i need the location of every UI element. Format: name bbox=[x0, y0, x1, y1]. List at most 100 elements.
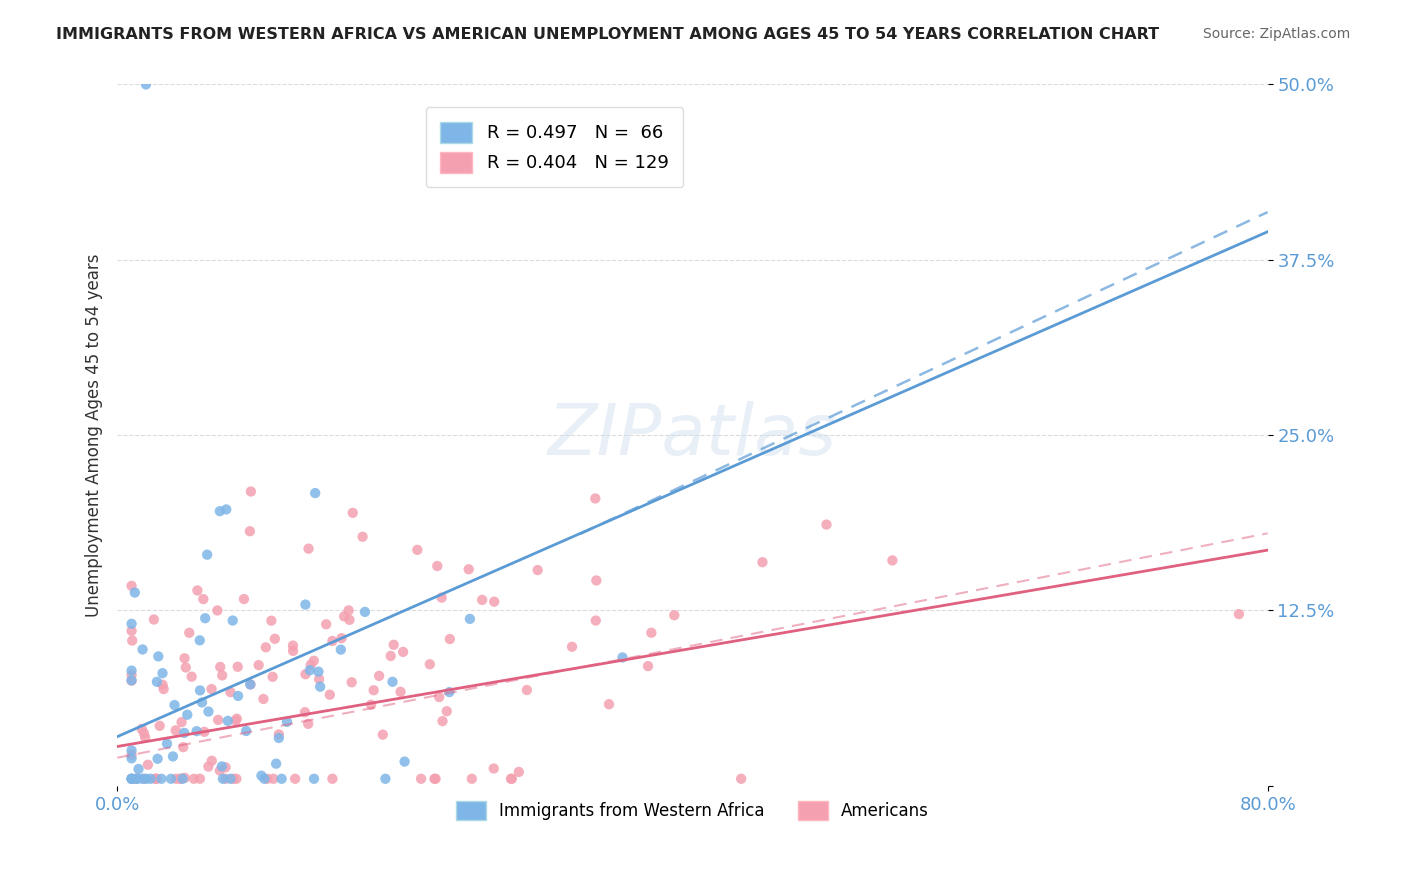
Point bbox=[439, 632, 461, 646]
Point bbox=[730, 772, 752, 786]
Point bbox=[165, 723, 187, 738]
Point bbox=[252, 692, 274, 706]
Point bbox=[212, 772, 235, 786]
Point bbox=[121, 751, 143, 765]
Point bbox=[294, 667, 316, 681]
Point bbox=[132, 772, 155, 786]
Point bbox=[262, 670, 284, 684]
Point bbox=[371, 728, 394, 742]
Point bbox=[174, 660, 197, 674]
Point bbox=[134, 731, 156, 745]
Point bbox=[145, 772, 167, 786]
Point bbox=[333, 609, 356, 624]
Point bbox=[319, 688, 342, 702]
Point bbox=[219, 685, 242, 699]
Point bbox=[308, 672, 330, 686]
Point bbox=[276, 714, 298, 729]
Point bbox=[239, 677, 262, 691]
Point bbox=[124, 585, 146, 599]
Point bbox=[439, 685, 461, 699]
Point bbox=[260, 614, 283, 628]
Point bbox=[299, 657, 322, 672]
Point bbox=[337, 603, 360, 617]
Point bbox=[148, 649, 170, 664]
Point bbox=[294, 598, 316, 612]
Point bbox=[121, 772, 143, 786]
Point bbox=[262, 772, 284, 786]
Point bbox=[162, 749, 184, 764]
Point bbox=[329, 642, 352, 657]
Point bbox=[294, 705, 316, 719]
Point bbox=[482, 595, 505, 609]
Point bbox=[139, 772, 162, 786]
Point bbox=[188, 683, 211, 698]
Point bbox=[270, 772, 292, 786]
Point bbox=[482, 762, 505, 776]
Point bbox=[637, 659, 659, 673]
Point bbox=[125, 772, 148, 786]
Point bbox=[186, 583, 208, 598]
Point bbox=[226, 659, 249, 673]
Point bbox=[360, 698, 382, 712]
Point bbox=[121, 616, 143, 631]
Point bbox=[121, 772, 143, 786]
Y-axis label: Unemployment Among Ages 45 to 54 years: Unemployment Among Ages 45 to 54 years bbox=[86, 253, 103, 617]
Point bbox=[640, 625, 662, 640]
Point bbox=[419, 657, 441, 672]
Point bbox=[219, 772, 242, 786]
Point bbox=[176, 707, 198, 722]
Point bbox=[516, 683, 538, 698]
Point bbox=[612, 650, 634, 665]
Point bbox=[430, 591, 453, 605]
Point bbox=[135, 78, 157, 92]
Point bbox=[200, 681, 222, 696]
Point bbox=[501, 772, 523, 786]
Point bbox=[233, 592, 256, 607]
Point bbox=[339, 613, 361, 627]
Point bbox=[321, 772, 343, 786]
Point bbox=[193, 592, 215, 607]
Point bbox=[121, 673, 143, 688]
Point bbox=[197, 705, 219, 719]
Text: Source: ZipAtlas.com: Source: ZipAtlas.com bbox=[1202, 27, 1350, 41]
Point bbox=[267, 727, 290, 741]
Point bbox=[125, 772, 148, 786]
Point bbox=[330, 631, 353, 645]
Point bbox=[254, 640, 277, 655]
Legend: Immigrants from Western Africa, Americans: Immigrants from Western Africa, American… bbox=[443, 788, 942, 833]
Point bbox=[225, 712, 247, 726]
Point bbox=[135, 772, 157, 786]
Point bbox=[340, 675, 363, 690]
Point bbox=[214, 760, 236, 774]
Point bbox=[461, 772, 484, 786]
Point bbox=[309, 680, 332, 694]
Point bbox=[121, 772, 143, 786]
Point bbox=[239, 524, 262, 539]
Point bbox=[354, 605, 377, 619]
Point bbox=[217, 714, 239, 728]
Point bbox=[201, 754, 224, 768]
Point bbox=[121, 633, 143, 648]
Point bbox=[132, 772, 155, 786]
Point bbox=[284, 772, 307, 786]
Point bbox=[664, 608, 686, 623]
Point bbox=[321, 634, 343, 648]
Point bbox=[127, 772, 149, 786]
Point bbox=[281, 639, 304, 653]
Point bbox=[211, 759, 233, 773]
Point bbox=[432, 714, 454, 728]
Point bbox=[143, 772, 166, 786]
Point bbox=[281, 644, 304, 658]
Point bbox=[142, 613, 165, 627]
Point bbox=[392, 645, 415, 659]
Point bbox=[180, 670, 202, 684]
Point bbox=[132, 726, 155, 740]
Point bbox=[169, 772, 191, 786]
Point bbox=[208, 504, 231, 518]
Point bbox=[163, 698, 186, 712]
Point bbox=[256, 772, 278, 786]
Point bbox=[188, 633, 211, 648]
Point bbox=[194, 611, 217, 625]
Point bbox=[121, 624, 143, 638]
Point bbox=[526, 563, 548, 577]
